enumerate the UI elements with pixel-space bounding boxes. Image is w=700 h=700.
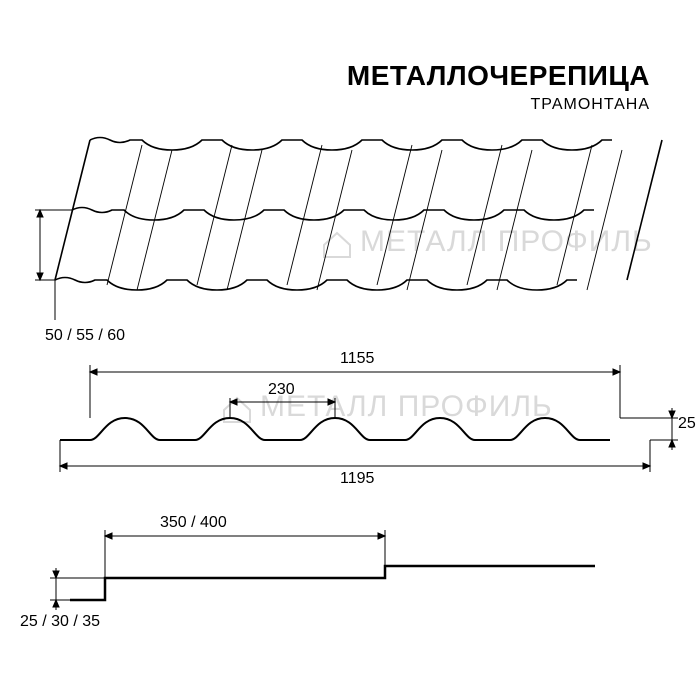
dim-step-depth: 25 / 30 / 35 (20, 613, 100, 631)
step-side-view (0, 0, 700, 700)
dim-step-length: 350 / 400 (160, 514, 227, 532)
